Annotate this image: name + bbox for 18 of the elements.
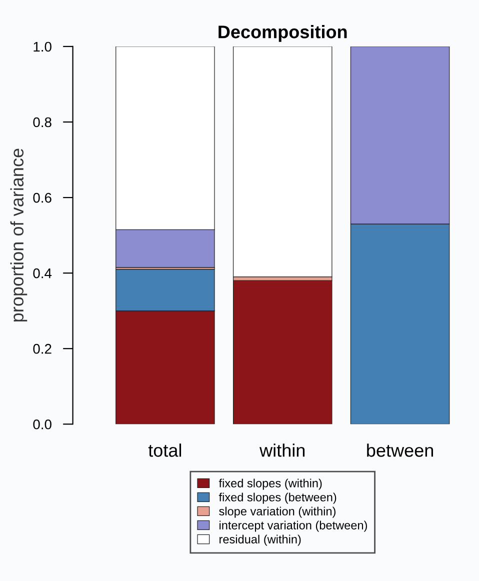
y-tick-label: 1.0 bbox=[34, 42, 52, 52]
y-axis-title: proportion of variance bbox=[10, 148, 28, 322]
x-tick-label: between bbox=[367, 444, 434, 457]
y-tick-label: 0.0 bbox=[33, 419, 52, 430]
chart-title: Decomposition bbox=[218, 25, 347, 42]
legend-label: intercept variation (between) bbox=[220, 520, 367, 532]
bar bbox=[232, 280, 332, 424]
bar bbox=[232, 46, 332, 278]
y-tick-label: 0.6 bbox=[33, 192, 52, 203]
y-tick-label: 0.2 bbox=[33, 344, 52, 354]
x-tick-label: total bbox=[148, 444, 182, 457]
x-tick-label: within bbox=[260, 444, 305, 457]
legend-label: fixed slopes (within) bbox=[218, 478, 322, 490]
legend-label: slope variation (within) bbox=[219, 506, 336, 518]
y-tick-label: 0.8 bbox=[33, 117, 52, 128]
legend-label: residual (within) bbox=[220, 534, 301, 546]
y-tick-label: 0.4 bbox=[33, 268, 52, 278]
legend-label: fixed slopes (between) bbox=[218, 492, 336, 504]
